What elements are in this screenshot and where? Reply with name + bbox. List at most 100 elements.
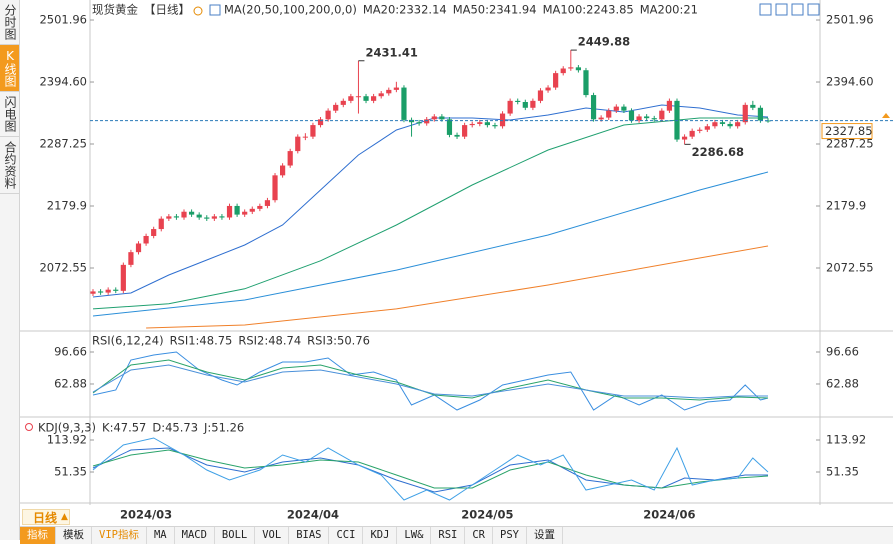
candle-body bbox=[439, 116, 445, 120]
sidebar-tab[interactable]: 合约资料 bbox=[0, 137, 19, 194]
candle-body bbox=[151, 229, 157, 236]
candle-body bbox=[545, 87, 551, 91]
toolbar-button[interactable]: MACD bbox=[175, 527, 215, 544]
y-tick-label-right: 62.88 bbox=[826, 376, 859, 390]
toolbar-button[interactable]: 模板 bbox=[56, 527, 92, 544]
add-icon[interactable] bbox=[193, 6, 203, 16]
toolbar-button[interactable]: BIAS bbox=[289, 527, 330, 544]
toolbar-button[interactable]: VIP指标 bbox=[92, 527, 147, 544]
toolbar-button[interactable]: PSY bbox=[493, 527, 527, 544]
candle-body bbox=[727, 123, 733, 127]
y-tick-label-right: 2179.9 bbox=[826, 199, 866, 213]
candle-body bbox=[295, 136, 301, 152]
toolbar-button[interactable]: RSI bbox=[431, 527, 466, 544]
candle-body bbox=[575, 67, 581, 71]
candle-body bbox=[681, 136, 688, 140]
candle-body bbox=[393, 87, 399, 90]
candle-body bbox=[302, 136, 308, 138]
candle-body bbox=[143, 235, 149, 244]
y-tick-label: 113.92 bbox=[47, 432, 87, 446]
toolbar-button[interactable]: LW& bbox=[397, 527, 432, 544]
candle-body bbox=[113, 289, 119, 291]
candle-body bbox=[719, 122, 726, 124]
legend-entry: RSI1:48.75 bbox=[170, 334, 233, 348]
y-tick-label: 2287.25 bbox=[39, 137, 87, 151]
candle-body bbox=[462, 125, 468, 137]
toolbar-button[interactable]: CCI bbox=[329, 527, 364, 544]
line-series bbox=[92, 449, 769, 489]
toolbar-button[interactable]: VOL bbox=[255, 527, 290, 544]
candle-body bbox=[371, 96, 377, 101]
candle-body bbox=[234, 205, 240, 215]
price-arrow bbox=[882, 113, 890, 118]
candle-body bbox=[735, 122, 741, 127]
extreme-label: 2449.88 bbox=[578, 35, 630, 49]
toolbar-icons[interactable] bbox=[759, 3, 820, 16]
candle-body bbox=[158, 218, 164, 230]
candle-body bbox=[492, 125, 498, 127]
x-tick-label: 2024/04 bbox=[287, 508, 339, 522]
chart-background bbox=[20, 0, 893, 526]
icon[interactable] bbox=[791, 3, 804, 16]
legend-entry: MA200:21 bbox=[640, 3, 698, 17]
candle-body bbox=[211, 216, 217, 219]
legend-entry: D:45.73 bbox=[152, 421, 198, 435]
x-tick-label: 2024/06 bbox=[643, 508, 695, 522]
candle-body bbox=[621, 106, 627, 111]
icon[interactable] bbox=[759, 3, 772, 16]
y-tick-label: 2394.60 bbox=[39, 75, 87, 89]
y-tick-label: 96.66 bbox=[54, 344, 87, 358]
x-tick-label: 2024/03 bbox=[120, 508, 172, 522]
extreme-label: 2286.68 bbox=[692, 145, 744, 159]
toolbar-button[interactable]: MA bbox=[147, 527, 175, 544]
candle-body bbox=[469, 123, 475, 126]
indicator-label: MA(20,50,100,200,0,0) bbox=[224, 3, 357, 17]
toolbar-button[interactable]: CR bbox=[465, 527, 494, 544]
y-tick-label-right: 2394.60 bbox=[826, 75, 874, 89]
sidebar-tab[interactable]: 分时图 bbox=[0, 0, 19, 45]
candle-body bbox=[378, 93, 384, 97]
candle-body bbox=[568, 67, 574, 69]
candle-body bbox=[363, 96, 369, 101]
arrow-icon: ▲ bbox=[61, 512, 68, 522]
y-tick-label: 2179.9 bbox=[47, 199, 87, 213]
candle-body bbox=[355, 96, 362, 98]
line-series bbox=[92, 437, 769, 501]
icon[interactable] bbox=[775, 3, 788, 16]
y-tick-label-right: 2501.96 bbox=[826, 13, 874, 27]
toolbar-button[interactable]: BOLL bbox=[215, 527, 256, 544]
toolbar-button[interactable]: KDJ bbox=[363, 527, 398, 544]
period-label: 日线 bbox=[33, 510, 58, 525]
toolbar-button[interactable]: 设置 bbox=[527, 527, 563, 544]
candle-body bbox=[484, 122, 490, 126]
candle-body bbox=[530, 100, 536, 108]
candle-body bbox=[310, 125, 316, 137]
candle-body bbox=[666, 100, 673, 111]
candle-body bbox=[386, 89, 392, 94]
candle-body bbox=[166, 216, 172, 219]
candle-body bbox=[173, 216, 180, 218]
extreme-label: 2431.41 bbox=[365, 45, 417, 59]
settings-icon[interactable] bbox=[25, 423, 33, 431]
candle-body bbox=[712, 122, 718, 127]
candle-body bbox=[742, 104, 748, 123]
candle-body bbox=[613, 106, 619, 111]
candle-body bbox=[515, 100, 521, 102]
candle-body bbox=[272, 175, 278, 201]
candle-body bbox=[226, 205, 233, 218]
y-tick-label: 62.88 bbox=[54, 376, 87, 390]
candle-body bbox=[598, 117, 604, 120]
chart: 2501.96 2501.96 2394.60 2394.60 2287.25 2287.… bbox=[20, 0, 893, 526]
candle-body bbox=[105, 289, 111, 293]
legend-entry: MA100:2243.85 bbox=[543, 3, 634, 17]
candle-body bbox=[689, 130, 695, 137]
legend-entry: K:47.57 bbox=[102, 421, 146, 435]
toolbar-button[interactable]: 指标 bbox=[20, 527, 56, 544]
sidebar-tab[interactable]: 闪电图 bbox=[0, 92, 19, 137]
period-button[interactable]: 日线 ▲ bbox=[22, 509, 70, 525]
legend-entry: MA50:2341.94 bbox=[453, 3, 537, 17]
icon[interactable] bbox=[807, 3, 820, 16]
sidebar-tab[interactable]: K线图 bbox=[0, 45, 19, 92]
panel-title: RSI(6,12,24) bbox=[92, 334, 164, 348]
